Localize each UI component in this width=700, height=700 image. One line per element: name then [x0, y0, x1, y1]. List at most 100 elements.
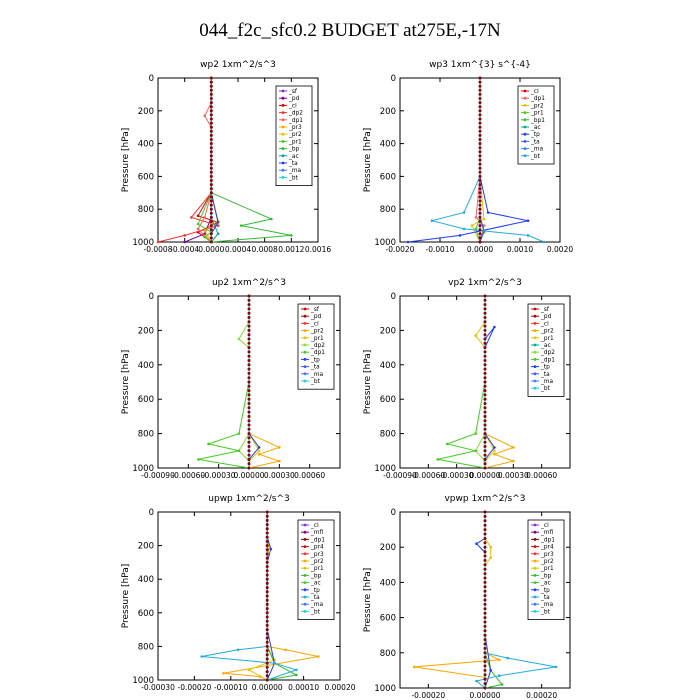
legend-box — [275, 85, 313, 186]
data-point — [247, 462, 251, 466]
data-point — [478, 236, 482, 240]
data-point — [483, 333, 487, 337]
data-point — [478, 215, 482, 219]
plot-frame — [157, 511, 341, 681]
data-point — [265, 674, 269, 678]
chart-title: vpwp 1xm^2/s^3 — [444, 494, 525, 504]
legend-label: _ac — [310, 581, 321, 587]
data-point — [478, 183, 482, 187]
data-point — [295, 668, 298, 672]
x-tick-label: 0.00000 — [233, 471, 264, 480]
data-point — [478, 211, 482, 215]
data-point — [483, 294, 487, 298]
data-point — [483, 384, 487, 388]
data-point — [209, 166, 213, 170]
legend-label: _dp1 — [288, 118, 303, 124]
data-point — [265, 594, 269, 598]
data-point — [430, 219, 434, 222]
data-point — [203, 229, 206, 232]
legend-marker — [303, 538, 307, 541]
data-point — [483, 510, 487, 514]
data-point — [265, 607, 269, 611]
data-point — [265, 670, 269, 674]
data-point — [209, 113, 213, 117]
data-point — [483, 440, 487, 444]
y-tick-label: 600 — [138, 172, 154, 182]
y-tick-label: 1000 — [374, 464, 396, 474]
legend-label: _pd — [310, 314, 322, 320]
data-point — [247, 397, 251, 401]
data-point — [209, 138, 213, 141]
x-tick-label: 0.00000 — [469, 691, 500, 700]
data-point — [209, 150, 213, 154]
data-point — [247, 333, 251, 337]
data-point — [483, 594, 487, 598]
data-point — [478, 80, 482, 84]
data-point — [236, 648, 240, 652]
data-point — [493, 325, 496, 329]
data-point — [209, 80, 213, 84]
data-point — [203, 114, 206, 117]
x-tick-label: 0.0000 — [467, 245, 493, 254]
data-point — [478, 158, 482, 162]
legend-marker — [303, 588, 307, 592]
data-point — [265, 573, 269, 577]
data-point — [483, 668, 487, 672]
chart-title: wp3 1xm^{3} s^{-4} — [429, 60, 531, 70]
legend-label: _cl — [310, 321, 319, 327]
legend: _cl_mfl_dp1_pr4_pr3_pr2_pr1_bp_ac_tp_ta_… — [297, 519, 335, 620]
data-point — [209, 158, 213, 162]
data-point — [478, 113, 482, 117]
data-point — [209, 88, 213, 92]
data-point — [483, 341, 487, 345]
data-point — [478, 162, 482, 166]
data-point — [483, 359, 487, 362]
legend-marker — [523, 104, 527, 107]
data-point — [247, 311, 251, 315]
data-point — [209, 162, 213, 166]
legend-marker — [303, 595, 307, 599]
legend-marker — [281, 104, 285, 107]
y-tick-label: 200 — [380, 326, 396, 336]
data-point — [483, 414, 487, 418]
chart-title: upwp 1xm^2/s^3 — [208, 494, 289, 504]
y-tick-label: 800 — [380, 649, 396, 659]
legend-marker — [281, 132, 285, 136]
data-point — [462, 211, 466, 214]
x-tick-label: 0.00020 — [526, 691, 557, 700]
data-point — [257, 449, 261, 453]
legend-box — [297, 303, 335, 390]
legend-label: _pr4 — [310, 545, 324, 551]
data-point — [475, 542, 478, 545]
data-point — [483, 602, 487, 606]
y-tick-label: 1000 — [132, 676, 154, 686]
x-tick-label: -0.00010 — [214, 683, 248, 692]
x-tick-label: -0.0020 — [386, 245, 415, 254]
legend-marker — [303, 350, 307, 354]
data-point — [247, 328, 251, 332]
chart-title: up2 1xm^2/s^3 — [212, 278, 286, 288]
series-line — [201, 512, 298, 681]
data-point — [209, 187, 213, 191]
data-point — [483, 307, 487, 311]
data-point — [209, 215, 213, 219]
data-point — [247, 363, 251, 367]
x-tick-label: -0.00030 — [141, 683, 175, 692]
y-tick-label: 600 — [138, 609, 154, 619]
data-point — [247, 367, 251, 371]
legend-marker — [281, 154, 285, 158]
data-point — [445, 442, 449, 446]
data-point — [209, 203, 213, 207]
data-point — [265, 632, 269, 636]
data-point — [216, 224, 220, 227]
legend-marker — [303, 343, 307, 347]
data-point — [483, 673, 487, 677]
data-point — [265, 535, 269, 539]
data-point — [265, 581, 269, 585]
legend-marker — [303, 336, 307, 340]
data-point — [247, 376, 251, 380]
data-point — [247, 466, 251, 470]
data-point — [483, 519, 487, 523]
legend-marker — [533, 523, 537, 527]
data-point — [278, 446, 281, 449]
